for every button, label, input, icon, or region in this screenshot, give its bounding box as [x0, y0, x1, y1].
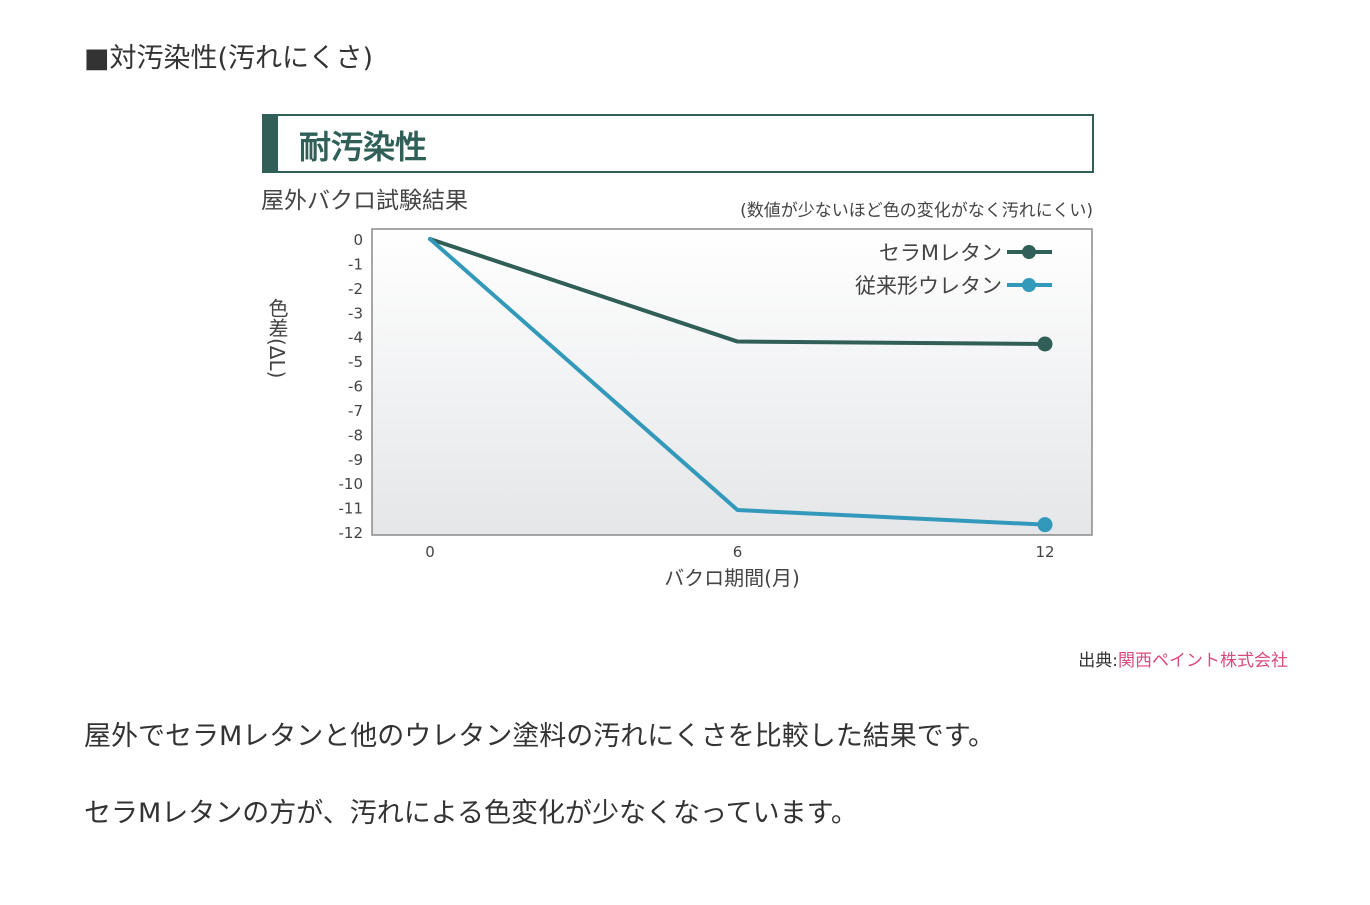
chart-svg: 耐汚染性 屋外バクロ試験結果 (数値が少ないほど色の変化がなく汚れにくい) 色差…: [261, 114, 1094, 590]
y-tick-label: -12: [339, 524, 364, 542]
y-tick-label: -5: [348, 353, 363, 371]
x-tick-label: 12: [1035, 543, 1054, 561]
y-tick-label: -4: [348, 329, 363, 347]
chart-note: (数値が少ないほど色の変化がなく汚れにくい): [740, 201, 1093, 221]
section-heading: ■対汚染性(汚れにくさ): [84, 43, 374, 74]
legend-marker: [1022, 278, 1036, 292]
source-credit: 出典:関西ペイント株式会社: [1078, 646, 1288, 671]
y-axis-label: 色差(ΔL): [265, 298, 289, 379]
y-tick-label: -10: [339, 475, 364, 493]
x-axis-label: バクロ期間(月): [664, 566, 800, 590]
legend-label: 従来形ウレタン: [855, 274, 1002, 298]
series-line-1: [428, 237, 1047, 346]
plot-area: [371, 228, 1093, 536]
y-tick-label: -2: [348, 280, 363, 298]
y-tick-label: -1: [348, 255, 363, 273]
legend-marker: [1022, 245, 1036, 259]
y-tick-label: -3: [348, 304, 363, 322]
source-label: 出典:: [1078, 651, 1118, 671]
title-box: [262, 114, 1094, 173]
y-tick-label: -7: [348, 402, 363, 420]
y-tick-label: -6: [348, 378, 363, 396]
legend-label: セラMレタン: [879, 241, 1002, 265]
paragraph-conclusion: セラMレタンの方が、汚れによる色変化が少なくなっています。: [84, 798, 858, 829]
y-tick-label: -9: [348, 451, 363, 469]
y-tick-label: -8: [348, 426, 363, 444]
chart-subtitle: 屋外バクロ試験結果: [261, 188, 468, 214]
series-end-point: [1037, 336, 1053, 352]
source-link[interactable]: 関西ペイント株式会社: [1118, 651, 1288, 671]
y-tick-label: -11: [339, 500, 364, 518]
stain-resistance-chart: 耐汚染性 屋外バクロ試験結果 (数値が少ないほど色の変化がなく汚れにくい) 色差…: [255, 108, 1105, 598]
x-tick-label: 0: [425, 543, 435, 561]
y-tick-label: 0: [353, 231, 363, 249]
paragraph-comparison: 屋外でセラMレタンと他のウレタン塗料の汚れにくさを比較した結果です。: [84, 721, 996, 752]
series-line-2: [428, 237, 1047, 527]
series-end-point: [1037, 517, 1053, 533]
x-tick-label: 6: [733, 543, 743, 561]
chart-title: 耐汚染性: [299, 128, 427, 166]
title-accent-bar: [263, 115, 278, 172]
